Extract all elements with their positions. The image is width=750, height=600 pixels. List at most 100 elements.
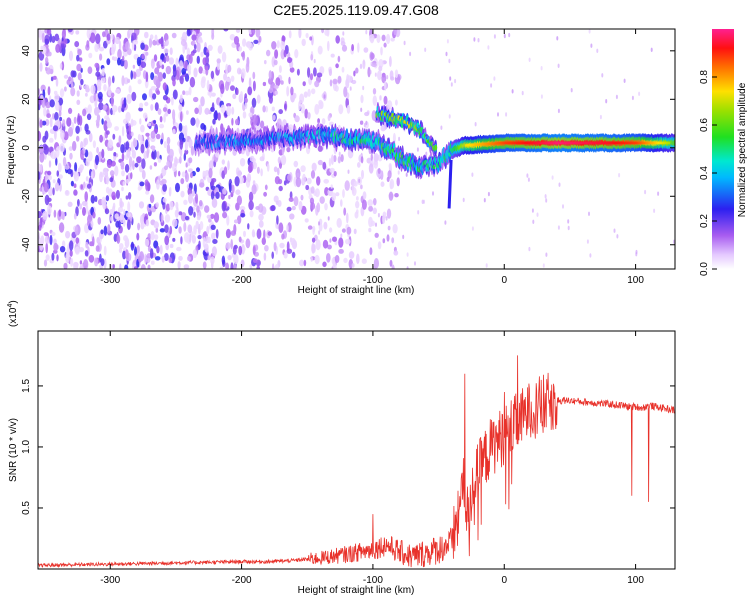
noise-speckle: [146, 148, 149, 159]
noise-speckle: [165, 39, 169, 46]
noise-speckle: [116, 234, 121, 244]
noise-speckle: [130, 241, 135, 251]
noise-speckle: [180, 236, 183, 245]
noise-speckle: [314, 254, 320, 265]
noise-speckle: [44, 130, 49, 140]
noise-speckle: [153, 54, 158, 62]
figure-title: C2E5.2025.119.09.47.G08: [273, 2, 439, 18]
noise-speckle: [76, 90, 80, 97]
noise-speckle: [41, 32, 45, 43]
spectral-core-mark: [618, 141, 621, 145]
noise-speckle: [58, 174, 63, 180]
noise-speckle: [137, 186, 142, 191]
noise-speckle: [186, 234, 192, 245]
spectral-core-mark: [635, 141, 638, 145]
noise-speckle: [273, 241, 277, 252]
noise-speckle: [392, 132, 396, 144]
noise-speckle: [631, 95, 634, 101]
noise-speckle: [288, 76, 291, 85]
noise-speckle: [448, 58, 451, 64]
noise-speckle: [280, 40, 286, 51]
spectral-core-mark: [552, 141, 555, 145]
noise-speckle: [101, 67, 105, 77]
spectral-core-mark: [588, 141, 591, 145]
noise-speckle: [96, 146, 99, 154]
noise-speckle: [216, 58, 221, 64]
snr-multiplier-base: (x10: [8, 307, 19, 327]
noise-speckle: [101, 118, 104, 125]
noise-speckle: [140, 124, 145, 133]
noise-speckle: [162, 94, 168, 101]
noise-speckle: [181, 67, 187, 75]
noise-speckle: [198, 240, 201, 250]
noise-speckle: [45, 66, 48, 71]
noise-speckle: [107, 76, 112, 87]
noise-speckle: [231, 106, 235, 115]
noise-speckle: [45, 242, 48, 254]
noise-speckle: [196, 205, 200, 213]
noise-speckle: [223, 166, 228, 175]
noise-speckle: [292, 92, 297, 99]
noise-speckle: [151, 145, 156, 152]
noise-speckle: [112, 264, 115, 269]
noise-speckle: [96, 237, 100, 244]
noise-speckle: [268, 77, 273, 85]
noise-speckle: [545, 198, 548, 203]
noise-speckle: [169, 186, 172, 193]
noise-speckle: [149, 34, 154, 40]
noise-speckle: [81, 200, 88, 207]
noise-speckle: [133, 43, 137, 52]
noise-speckle: [198, 66, 203, 74]
noise-speckle: [70, 87, 76, 97]
noise-speckle: [145, 139, 149, 149]
spectrogram-frame: [37, 28, 676, 270]
noise-speckle: [52, 187, 55, 196]
noise-speckle: [290, 86, 294, 96]
noise-speckle: [191, 234, 196, 244]
noise-speckle: [72, 140, 77, 152]
noise-speckle: [321, 118, 326, 125]
noise-speckle: [180, 111, 183, 123]
noise-speckle: [353, 181, 358, 187]
spectral-core-mark: [615, 141, 618, 145]
noise-speckle: [156, 245, 160, 254]
noise-speckle: [67, 126, 74, 137]
noise-speckle: [60, 43, 67, 49]
noise-speckle: [398, 136, 401, 142]
spectral-core-mark: [495, 142, 497, 145]
noise-speckle: [159, 123, 165, 129]
noise-speckle: [220, 104, 226, 114]
noise-speckle: [263, 252, 267, 261]
y-tick-label: -20: [21, 189, 32, 204]
noise-speckle: [357, 162, 361, 168]
noise-speckle: [551, 175, 554, 180]
noise-speckle: [294, 49, 299, 59]
noise-speckle: [370, 52, 375, 60]
noise-speckle: [78, 57, 83, 62]
noise-speckle: [268, 70, 272, 80]
noise-speckle: [39, 144, 44, 154]
noise-speckle: [193, 211, 196, 218]
noise-speckle: [329, 167, 335, 173]
noise-speckle: [379, 95, 382, 101]
noise-speckle: [305, 184, 310, 191]
noise-speckle: [193, 96, 199, 103]
noise-speckle: [256, 94, 261, 104]
spectral-core-mark: [573, 141, 576, 145]
spectral-core-mark: [543, 141, 546, 145]
noise-speckle: [346, 226, 352, 235]
noise-speckle: [76, 63, 82, 72]
noise-speckle: [377, 213, 380, 218]
noise-speckle: [211, 198, 218, 208]
noise-speckle: [169, 47, 173, 55]
noise-speckle: [69, 240, 74, 251]
noise-speckle: [370, 153, 373, 161]
noise-speckle: [262, 81, 267, 87]
noise-speckle: [47, 86, 51, 96]
noise-speckle: [258, 203, 264, 213]
noise-speckle: [477, 38, 480, 43]
noise-speckle: [323, 178, 330, 184]
noise-speckle: [368, 34, 375, 42]
noise-speckle: [45, 254, 50, 261]
spectral-core-mark: [612, 141, 614, 145]
